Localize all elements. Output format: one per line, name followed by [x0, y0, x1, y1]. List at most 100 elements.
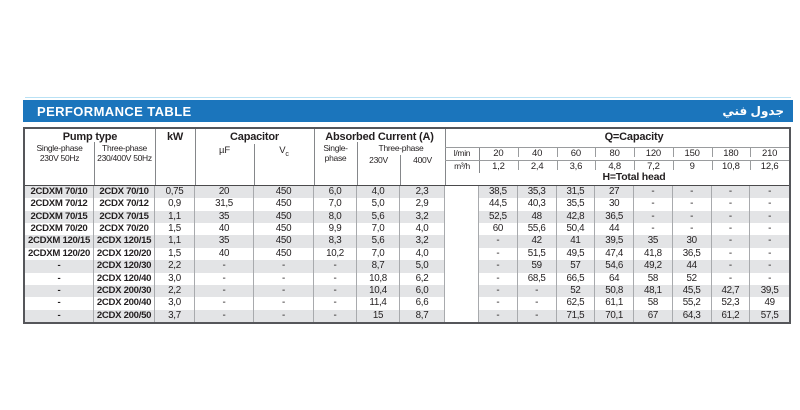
value-cell: - — [479, 235, 518, 248]
value-cell: 55,2 — [672, 297, 712, 310]
value-cell: - — [711, 235, 751, 248]
unit-gap-cell — [445, 297, 479, 310]
value-cell: - — [195, 297, 254, 310]
capacity-m3h-value: 4,8 — [608, 160, 621, 172]
value-cell: - — [750, 247, 789, 261]
header-rule — [445, 159, 789, 161]
unit-gap-cell — [445, 210, 479, 224]
value-cell: 39,5 — [595, 235, 634, 248]
table-row: 2CDXM 70/15 2CDX 70/15 1,1 35 450 8,0 5,6 3,2 52… — [25, 210, 789, 224]
capacity-m3h-value: 9 — [689, 160, 695, 172]
value-cell: - — [750, 210, 789, 224]
pump-name-cell: 2CDX 70/15 — [94, 210, 155, 224]
value-cell: - — [711, 260, 751, 273]
header-divider — [94, 142, 95, 185]
unit-gap-cell — [445, 260, 479, 273]
value-cell: 64 — [595, 272, 634, 285]
table-row: -2CDX 120/30 2,2- - -8,7 5,0-59 57 54,6 49,2 44-… — [25, 260, 789, 273]
value-cell: 49 — [750, 297, 789, 310]
capacity-lmin-value: 120 — [645, 148, 661, 159]
value-cell: 71,5 — [556, 309, 596, 322]
capacity-column-tick — [672, 160, 674, 170]
value-cell: - — [750, 272, 789, 285]
pump-name-cell: 2CDXM 70/12 — [25, 198, 94, 211]
value-cell: 450 — [254, 235, 314, 248]
value-cell: 39,5 — [750, 284, 789, 298]
pump-name-cell: 2CDX 200/50 — [94, 309, 155, 322]
capacity-column-tick — [711, 148, 713, 157]
header-rule — [445, 146, 789, 148]
capacity-m3h-value: 1,2 — [492, 160, 505, 172]
value-cell: - — [634, 210, 673, 224]
pump-name-cell: 2CDX 70/12 — [94, 198, 155, 211]
value-cell: 450 — [254, 210, 314, 224]
value-cell: 1,1 — [155, 235, 195, 248]
capacity-lmin-value: 210 — [761, 148, 778, 159]
value-cell: - — [750, 223, 789, 236]
unit-gap-cell — [445, 309, 479, 322]
value-cell: 2,2 — [155, 284, 195, 298]
capacity-column-tick — [517, 160, 519, 170]
value-cell: 8,7 — [357, 260, 400, 273]
value-cell: 30 — [595, 198, 634, 211]
v400-header: 400V — [413, 155, 432, 165]
header-divider — [155, 129, 156, 185]
value-cell: 59 — [517, 260, 557, 273]
value-cell: 3,2 — [400, 235, 445, 248]
capacity-column-tick — [711, 160, 713, 170]
uf-header: µF — [219, 145, 230, 156]
pump-name-cell: 2CDXM 120/15 — [25, 235, 94, 248]
value-cell: 40 — [195, 247, 254, 261]
value-cell: - — [634, 223, 673, 236]
h-total-head-header: H=Total head — [602, 171, 666, 183]
capacity-lmin-value: 20 — [493, 148, 504, 159]
value-cell: - — [314, 309, 357, 322]
header-divider — [445, 129, 446, 185]
value-cell: 2,2 — [155, 260, 195, 273]
value-cell: 3,2 — [400, 210, 445, 224]
pump-name-cell: 2CDX 200/40 — [94, 297, 155, 310]
value-cell: - — [672, 210, 712, 224]
lmin-unit-label: l/min — [453, 148, 471, 158]
capacity-lmin-value: 60 — [570, 148, 581, 159]
pump-name-cell: 2CDX 120/20 — [94, 247, 155, 261]
value-cell: 62,5 — [556, 297, 596, 310]
capacity-column-tick — [556, 148, 558, 157]
value-cell: 44 — [595, 223, 634, 236]
value-cell: 41,8 — [634, 247, 673, 261]
unit-gap-cell — [445, 235, 479, 248]
header-divider — [195, 129, 196, 185]
value-cell: - — [634, 198, 673, 211]
capacity-m3h-value: 10,8 — [722, 160, 740, 172]
table-header: Pump type Single-phase 230V 50Hz Three-p… — [25, 129, 789, 186]
value-cell: - — [517, 284, 557, 298]
value-cell: - — [517, 309, 557, 322]
capacity-m3h-value: 2,4 — [530, 160, 544, 172]
unit-gap-cell — [445, 223, 479, 236]
value-cell: - — [479, 260, 518, 273]
value-cell: 47,4 — [595, 247, 634, 261]
table-row: -2CDX 200/50 3,7- - -15 8,7- -71,5 70,1 67 64,3 6… — [25, 309, 789, 322]
pump-name-cell: 2CDX 120/40 — [94, 272, 155, 285]
value-cell: - — [479, 284, 518, 298]
value-cell: 5,0 — [357, 198, 400, 211]
value-cell: 6,2 — [400, 272, 445, 285]
section-title-bar: PERFORMANCE TABLE جدول فني — [23, 100, 793, 122]
value-cell: 450 — [254, 247, 314, 261]
value-cell: 52,3 — [711, 297, 751, 310]
value-cell: 42,7 — [711, 284, 751, 298]
table-row: 2CDXM 70/20 2CDX 70/20 1,5 40 450 9,9 7,0 4,0 60… — [25, 223, 789, 236]
value-cell: 36,5 — [595, 210, 634, 224]
value-cell: 8,7 — [400, 309, 445, 322]
value-cell: - — [750, 235, 789, 248]
value-cell: 48,1 — [634, 284, 673, 298]
value-cell: 50,4 — [556, 223, 596, 236]
value-cell: - — [195, 272, 254, 285]
value-cell: - — [672, 198, 712, 211]
value-cell: 1,5 — [155, 247, 195, 261]
capacity-column-tick — [750, 160, 752, 170]
value-cell: 20 — [195, 186, 254, 199]
value-cell: 35,5 — [556, 198, 596, 211]
pump-name-cell: - — [25, 297, 94, 310]
